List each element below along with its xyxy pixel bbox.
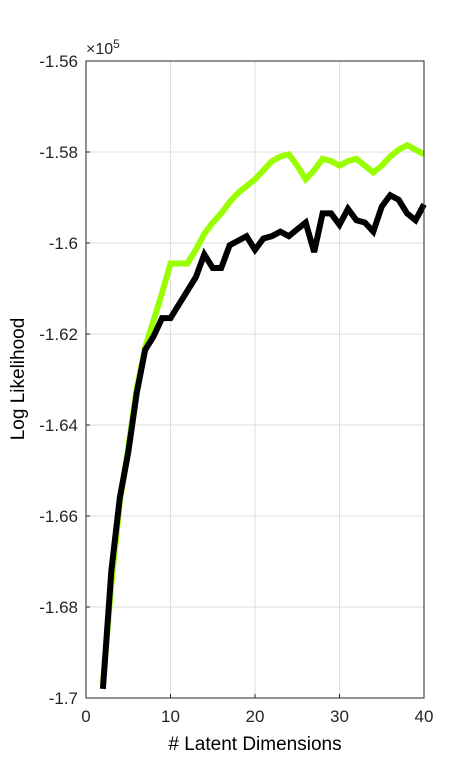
x-tick-label: 20 xyxy=(246,707,265,726)
y-tick-label: -1.56 xyxy=(39,52,78,71)
x-axis-ticks: 0 10 20 30 40 xyxy=(81,694,433,726)
y-axis-title: Log Likelihood xyxy=(8,318,29,441)
y-tick-label: -1.7 xyxy=(49,689,78,708)
series-layer xyxy=(99,141,427,690)
y-tick-label: -1.66 xyxy=(39,507,78,526)
x-axis-title: # Latent Dimensions xyxy=(168,734,341,755)
x-tick-label: 30 xyxy=(330,707,349,726)
x-tick-label: 40 xyxy=(415,707,434,726)
y-tick-label: -1.64 xyxy=(39,416,78,435)
y-tick-label: -1.6 xyxy=(49,234,78,253)
y-axis-ticks: -1.7 -1.68 -1.66 -1.64 -1.62 -1.6 -1.58 -1.56 xyxy=(39,52,90,708)
series-line-2 xyxy=(99,191,427,690)
y-tick-label: -1.58 xyxy=(39,143,78,162)
series-line-1 xyxy=(99,141,426,685)
x-tick-label: 0 xyxy=(81,707,90,726)
x-tick-label: 10 xyxy=(161,707,180,726)
y-tick-label: -1.62 xyxy=(39,325,78,344)
y-tick-label: -1.68 xyxy=(39,598,78,617)
y-exponent-label: ×105 xyxy=(86,37,120,58)
